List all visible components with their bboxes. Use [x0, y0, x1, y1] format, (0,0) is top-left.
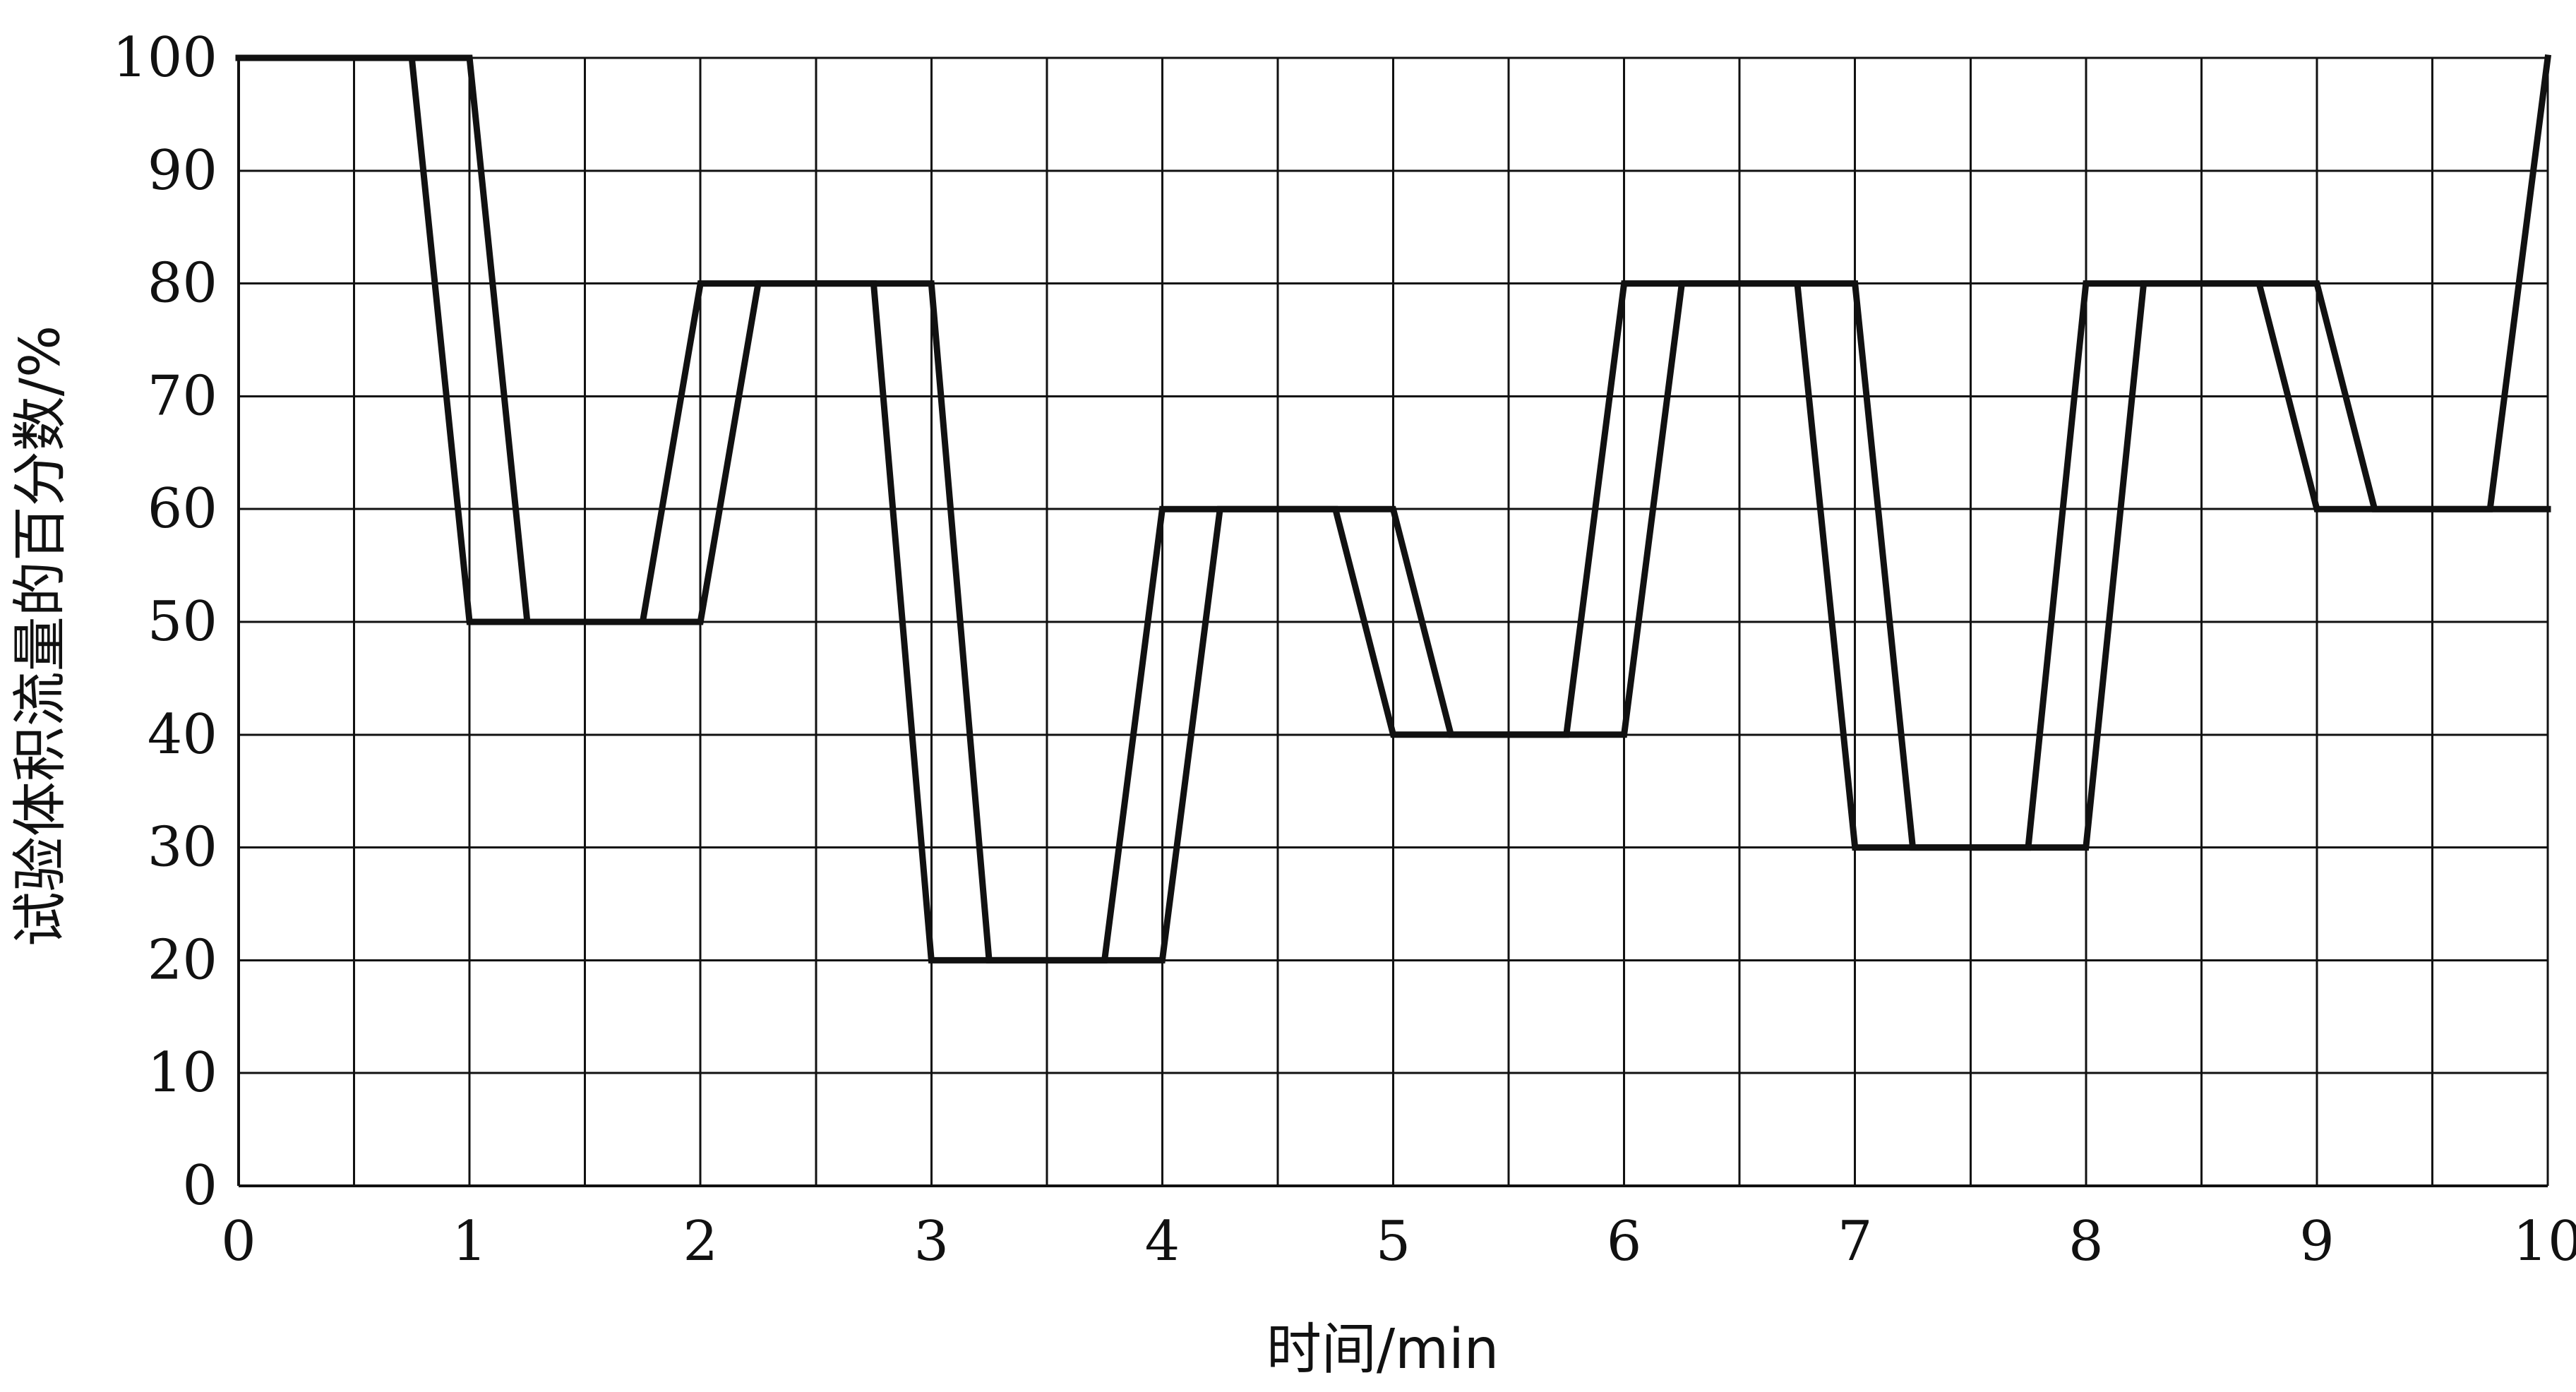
y-tick-label: 0: [182, 1154, 217, 1218]
y-tick-label: 30: [148, 816, 217, 880]
y-tick-label: 90: [148, 139, 217, 203]
series-layer: [235, 54, 2552, 964]
x-tick-label: 0: [221, 1210, 256, 1273]
x-tick-label: 2: [683, 1210, 718, 1273]
x-axis-title: 时间/min: [1266, 1318, 1499, 1381]
y-tick-label: 70: [148, 364, 217, 428]
x-tick-label: 9: [2299, 1210, 2335, 1273]
y-tick-label: 50: [148, 590, 217, 654]
y-axis-title: 试验体积流量的百分数/%: [8, 325, 72, 947]
y-tick-label: 80: [148, 252, 217, 316]
flow-profile-line-2: [235, 54, 2551, 964]
grid-layer: [237, 56, 2549, 1187]
y-tick-label: 60: [148, 477, 217, 541]
x-tick-label: 7: [1838, 1210, 1873, 1273]
x-tick-label: 10: [2512, 1210, 2576, 1273]
x-tick-label: 5: [1376, 1210, 1411, 1273]
y-tick-label: 100: [112, 26, 217, 90]
x-tick-label: 4: [1145, 1210, 1180, 1273]
y-tick-label: 20: [148, 928, 217, 992]
x-tick-label: 1: [452, 1210, 487, 1273]
y-tick-label: 40: [148, 703, 217, 767]
x-tick-label: 3: [913, 1210, 949, 1273]
x-tick-label: 8: [2068, 1210, 2104, 1273]
x-tick-label: 6: [1607, 1210, 1642, 1273]
y-tick-label: 10: [148, 1041, 217, 1105]
